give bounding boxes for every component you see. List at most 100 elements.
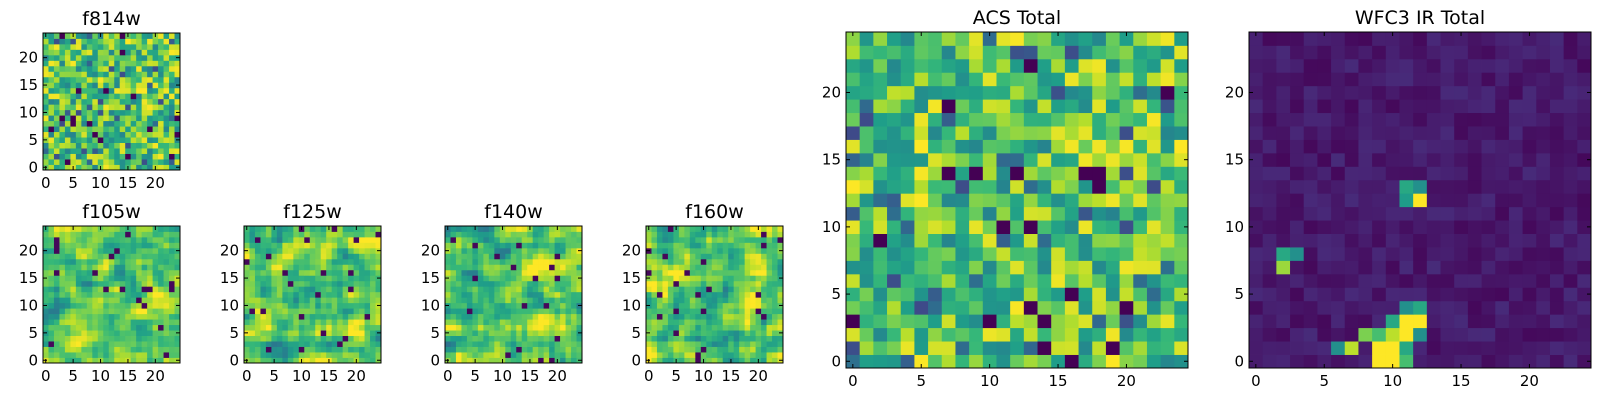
heatmap-cell — [1146, 287, 1162, 302]
heatmap-cell — [1481, 314, 1496, 329]
axes-frame — [845, 31, 1189, 369]
heatmap-cell — [900, 206, 915, 221]
heatmap-cell — [1023, 45, 1038, 60]
heatmap-cell — [941, 179, 956, 194]
heatmap-cell — [114, 71, 121, 78]
heatmap-cell — [130, 297, 137, 304]
heatmap-cell — [750, 269, 756, 276]
heatmap-cell — [1454, 112, 1469, 127]
heatmap-cell — [521, 286, 528, 293]
heatmap-cell — [169, 71, 175, 78]
heatmap-cells — [43, 226, 181, 364]
heatmap-cell — [1064, 166, 1079, 181]
heatmap-cell — [152, 253, 159, 260]
heatmap-cell — [48, 38, 55, 45]
heatmap-cell — [914, 260, 929, 275]
heatmap-cell — [646, 258, 652, 265]
heatmap-cell — [700, 308, 707, 315]
heatmap-cell — [97, 82, 104, 89]
heatmap-cell — [92, 43, 99, 50]
heatmap-cell — [761, 236, 767, 243]
heatmap-cell — [1249, 152, 1264, 167]
heatmap-cell — [163, 291, 170, 298]
heatmap-cell — [755, 280, 762, 287]
heatmap-cell — [689, 330, 696, 336]
heatmap-cell — [516, 308, 523, 315]
heatmap-cell — [739, 313, 746, 320]
heatmap-cell — [86, 71, 93, 78]
heatmap-cell — [163, 352, 170, 358]
heatmap-cell — [914, 220, 929, 234]
heatmap-cell — [169, 33, 175, 39]
heatmap-cell — [646, 352, 652, 358]
heatmap-cell — [174, 43, 181, 50]
heatmap-cell — [466, 308, 473, 315]
heatmap-cell — [359, 269, 365, 276]
heatmap-cell — [873, 112, 888, 127]
heatmap-cell — [656, 226, 663, 232]
heatmap-cell — [1563, 354, 1578, 369]
heatmap-cell — [576, 346, 583, 353]
heatmap-cell — [158, 82, 164, 89]
heatmap-cell — [560, 335, 566, 342]
heatmap-cell — [370, 253, 376, 260]
heatmap-cell — [59, 164, 66, 171]
heatmap-cell — [174, 291, 181, 298]
heatmap-cell — [249, 297, 256, 304]
heatmap-cell — [900, 99, 915, 114]
heatmap-cell — [1303, 166, 1318, 181]
heatmap-cell — [59, 120, 66, 127]
heatmap-cell — [1426, 139, 1441, 154]
heatmap-cell — [1174, 341, 1189, 355]
heatmap-cell — [348, 346, 354, 353]
heatmap-cell — [108, 302, 115, 309]
heatmap-cell — [119, 357, 126, 364]
heatmap-cell — [64, 280, 71, 287]
heatmap-cell — [276, 269, 283, 276]
heatmap-cell — [86, 335, 93, 342]
heatmap-cell — [119, 38, 126, 45]
heatmap-cell — [711, 357, 718, 364]
heatmap-cell — [136, 242, 143, 249]
heatmap-cell — [505, 341, 512, 347]
heatmap-cell — [494, 236, 501, 243]
heatmap-cell — [86, 275, 93, 282]
heatmap-cell — [1426, 179, 1441, 194]
heatmap-cell — [1078, 99, 1093, 114]
heatmap-cell — [348, 324, 354, 331]
heatmap-cell — [472, 253, 479, 260]
heatmap-cell — [532, 291, 539, 298]
heatmap-cell — [86, 38, 93, 45]
heatmap-cell — [499, 308, 506, 315]
heatmap-cell — [1119, 152, 1134, 167]
heatmap-cell — [64, 231, 71, 238]
heatmap-cell — [646, 291, 652, 298]
heatmap-cell — [667, 236, 674, 243]
y-tick-label: 10 — [822, 218, 841, 236]
heatmap-cell — [571, 236, 577, 243]
heatmap-cell — [276, 297, 283, 304]
heatmap-cell — [662, 264, 669, 271]
heatmap-cell — [982, 314, 997, 329]
heatmap-cell — [1119, 85, 1134, 100]
heatmap-cell — [521, 264, 528, 271]
heatmap-cell — [494, 335, 501, 342]
heatmap-cell — [873, 72, 888, 87]
heatmap-cell — [348, 341, 354, 347]
heatmap-cell — [1467, 85, 1482, 100]
heatmap-cell — [114, 148, 121, 154]
heatmap-cell — [75, 109, 82, 116]
heatmap-cell — [125, 71, 132, 78]
heatmap-cell — [1426, 193, 1441, 208]
heatmap-cell — [1119, 273, 1134, 288]
heatmap-cell — [97, 142, 104, 149]
heatmap-cell — [565, 324, 572, 331]
heatmap-cell — [163, 93, 170, 100]
heatmap-cell — [477, 297, 484, 304]
heatmap-cell — [527, 330, 534, 336]
heatmap-cell — [75, 120, 82, 127]
heatmap-cell — [1522, 152, 1537, 167]
heatmap-cell — [750, 286, 756, 293]
y-tick-label: 10 — [622, 296, 641, 314]
heatmap-cell — [472, 297, 479, 304]
